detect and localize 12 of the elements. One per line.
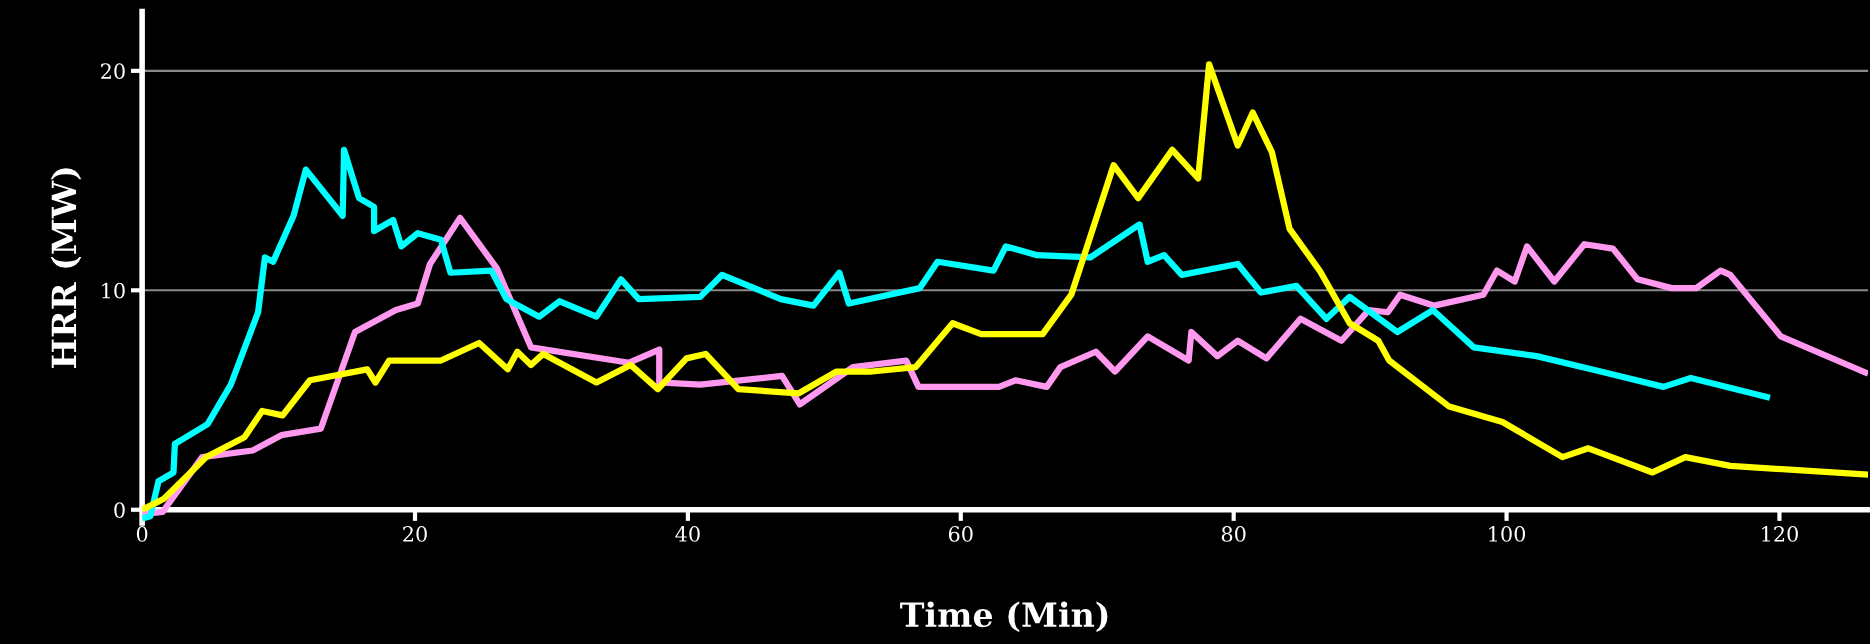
- y-tick-label: 20: [101, 63, 125, 80]
- x-tick-label: 120: [1762, 526, 1798, 542]
- x-tick-label: 100: [1489, 526, 1526, 542]
- x-tick-label: 20: [403, 526, 427, 542]
- y-axis-title: HRR (MW): [50, 168, 82, 368]
- x-tick-label: 80: [1221, 526, 1246, 542]
- x-tick-label: 0: [136, 526, 148, 542]
- y-tick-label: 0: [114, 502, 125, 518]
- x-tick-label: 60: [948, 526, 973, 542]
- x-axis-title: Time (Min): [900, 601, 1108, 632]
- x-tick-label: 40: [675, 526, 700, 542]
- y-tick-label: 10: [102, 282, 125, 299]
